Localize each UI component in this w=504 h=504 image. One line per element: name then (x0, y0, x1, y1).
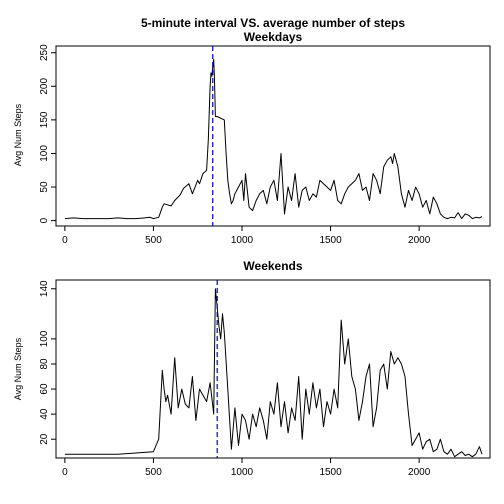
y-tick-label: 50 (39, 181, 50, 193)
y-tick-label: 200 (39, 78, 50, 95)
plot-frame (55, 279, 491, 459)
weekdays-panel: 0 500 1000 1500 2000 0 50 100 150 200 250 (39, 44, 491, 246)
x-tick-label: 2000 (408, 235, 431, 246)
panel1-ylabel: Avg Num Steps (13, 103, 23, 166)
y-tick-label: 100 (39, 145, 50, 162)
y-tick-label: 60 (39, 383, 50, 395)
panel1-title: Weekdays (244, 30, 303, 44)
panel2-ylabel: Avg Num Steps (13, 337, 23, 400)
main-title: 5-minute interval VS. average number of … (141, 16, 405, 30)
y-tick-label: 250 (39, 44, 50, 61)
x-tick-label: 500 (145, 467, 162, 478)
y-tick-label: 150 (39, 111, 50, 128)
y-tick-label: 0 (39, 217, 50, 223)
plot-frame (55, 45, 491, 227)
y-tick-label: 40 (39, 408, 50, 420)
x-tick-label: 1500 (319, 467, 342, 478)
x-tick-label: 500 (145, 235, 162, 246)
weekends-panel: 0 500 1000 1500 2000 20 40 60 80 100 140 (39, 279, 491, 478)
series-line (64, 288, 483, 458)
y-tick-label: 20 (39, 433, 50, 445)
panel2-title: Weekends (243, 259, 302, 273)
x-tick-label: 0 (62, 467, 68, 478)
x-tick-label: 1000 (231, 467, 254, 478)
y-tick-label: 140 (39, 280, 50, 297)
series-line (64, 58, 483, 220)
y-tick-label: 80 (39, 358, 50, 370)
x-tick-label: 2000 (408, 467, 431, 478)
x-tick-label: 0 (62, 235, 68, 246)
x-tick-label: 1500 (319, 235, 342, 246)
x-tick-label: 1000 (231, 235, 254, 246)
y-tick-label: 100 (39, 330, 50, 347)
